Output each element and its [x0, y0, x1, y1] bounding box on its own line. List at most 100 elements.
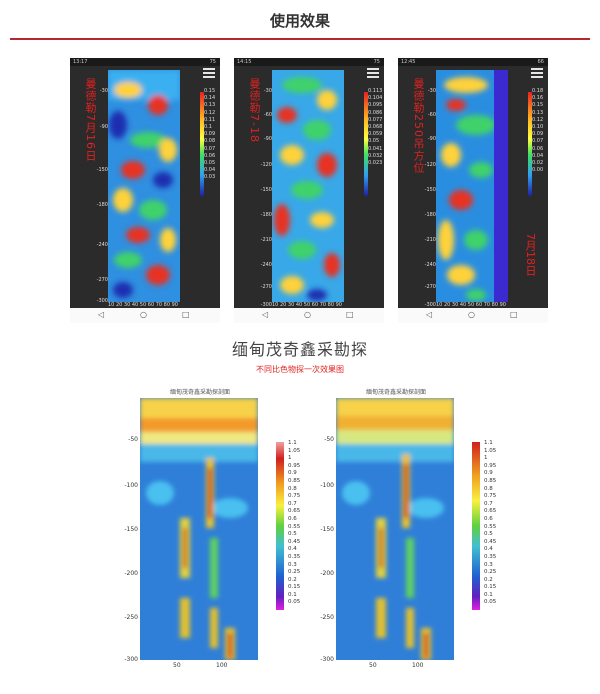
colorbar-labels: 0.18 0.16 0.15 0.13 0.12 0.10 0.09 0.07 …	[532, 88, 546, 174]
y-tick: -60	[427, 112, 436, 118]
side-label-date: 7月18日	[524, 233, 537, 276]
colorbar	[528, 92, 532, 196]
colorbar-label: 0.18	[532, 88, 544, 94]
section-caption: 不同比色物探一次效果图	[256, 365, 344, 374]
legend-label: 0.65	[484, 508, 497, 515]
colorbar-label: 0.1	[204, 124, 212, 131]
recent-apps-icon[interactable]: □	[182, 310, 190, 319]
y-tick: -180	[96, 202, 108, 208]
y-tick: -300	[424, 302, 436, 308]
legend-label: 0.1	[484, 591, 493, 598]
side-label: 曼德勒7月16日	[84, 78, 97, 162]
status-bar: 13:17 75	[70, 58, 220, 66]
y-tick: -30	[427, 88, 436, 94]
y-tick: -120	[424, 162, 436, 168]
y-tick: -250	[320, 614, 334, 621]
y-tick: -30	[263, 88, 272, 94]
y-tick: -60	[263, 112, 272, 118]
hamburger-menu-icon[interactable]	[367, 68, 379, 78]
colorbar-label: 0.13	[204, 102, 216, 109]
y-tick: -240	[424, 262, 436, 268]
colorbar-label: 0.05	[204, 160, 216, 167]
y-tick: -30	[99, 88, 108, 94]
legend-label: 0.4	[484, 546, 493, 553]
home-icon[interactable]: ○	[304, 310, 311, 319]
contour-plot-1: 缅甸茂奇鑫采勘探剖面 -50 -100 -150 -200 -250 -300 …	[118, 380, 308, 680]
legend-label: 0.15	[288, 584, 301, 591]
y-tick: -210	[424, 237, 436, 243]
colorbar	[364, 92, 368, 196]
legend-label: 1.1	[484, 440, 493, 446]
legend-label: 0.25	[288, 569, 301, 576]
x-tick: 100	[412, 662, 424, 669]
contour-map	[140, 398, 258, 660]
phone-screenshot-1: 13:17 75 曼德勒7月16日 -30 -90 -150	[70, 58, 220, 323]
colorbar-label: 0.068	[368, 124, 383, 131]
y-tick: -300	[260, 302, 272, 308]
legend-label: 0.6	[288, 515, 297, 522]
y-tick: -150	[260, 187, 272, 193]
y-tick: -270	[424, 284, 436, 290]
colorbar-label: 0.16	[532, 95, 544, 102]
back-icon[interactable]: ◁	[262, 310, 269, 319]
y-tick: -180	[260, 212, 272, 218]
legend-label: 0.2	[288, 576, 297, 583]
hamburger-menu-icon[interactable]	[531, 68, 543, 78]
legend-label: 0.85	[484, 477, 497, 484]
colorbar-label: 0.032	[368, 152, 383, 159]
legend-label: 1.1	[288, 440, 297, 446]
colorbar-label: 0.05	[368, 138, 380, 145]
colorbar-label: 0.07	[532, 138, 544, 145]
legend-label: 0.75	[288, 493, 301, 500]
colorbar-label: 0.086	[368, 109, 383, 116]
legend-labels: 1.1 1.05 1 0.95 0.9 0.85 0.8 0.75 0.7 0.…	[288, 440, 300, 607]
legend-label: 0.55	[288, 523, 301, 530]
colorbar-label: 0.15	[532, 102, 544, 109]
legend-label: 0.55	[484, 523, 497, 530]
contour-map	[272, 70, 344, 302]
y-tick: -90	[99, 124, 108, 130]
colorbar-label: 0.03	[204, 174, 216, 181]
legend-label: 0.35	[288, 553, 301, 560]
home-icon[interactable]: ○	[468, 310, 475, 319]
legend-label: 0.9	[288, 470, 297, 477]
y-tick: -150	[96, 167, 108, 173]
y-tick: -240	[96, 242, 108, 248]
status-time: 13:17	[73, 59, 88, 65]
y-tick: -50	[128, 436, 138, 443]
colorbar-label: 0.113	[368, 88, 383, 94]
android-navbar: ◁ ○ □	[234, 308, 384, 323]
legend-label: 0.45	[288, 538, 301, 545]
legend-labels: 1.1 1.05 1 0.95 0.9 0.85 0.8 0.75 0.7 0.…	[484, 440, 496, 607]
phone-screenshot-2: 14:15 75 曼德勒7-18 -30 -60 -90 -120 -150 -…	[234, 58, 384, 323]
legend-label: 0.6	[484, 515, 493, 522]
back-icon[interactable]: ◁	[98, 310, 105, 319]
hamburger-menu-icon[interactable]	[203, 68, 215, 78]
android-navbar: ◁ ○ □	[70, 308, 220, 323]
y-tick: -90	[263, 136, 272, 142]
recent-apps-icon[interactable]: □	[346, 310, 354, 319]
legend-label: 0.2	[484, 576, 493, 583]
y-tick: -50	[324, 436, 334, 443]
y-tick: -180	[424, 212, 436, 218]
colorbar-label: 0.14	[204, 95, 216, 102]
colorbar-label: 0.06	[204, 152, 216, 159]
legend-label: 1	[484, 455, 488, 462]
status-time: 14:15	[237, 59, 252, 65]
y-tick: -270	[96, 277, 108, 283]
legend-label: 0.25	[484, 569, 497, 576]
x-tick: 100	[216, 662, 228, 669]
colorbar-label: 0.09	[204, 131, 216, 138]
colorbar-label: 0.06	[532, 145, 544, 152]
recent-apps-icon[interactable]: □	[510, 310, 518, 319]
legend-label: 0.65	[288, 508, 301, 515]
status-bar: 14:15 75	[234, 58, 384, 66]
legend-label: 1.05	[288, 447, 301, 454]
back-icon[interactable]: ◁	[426, 310, 433, 319]
legend-label: 0.05	[288, 599, 301, 606]
y-tick: -240	[260, 262, 272, 268]
legend-label: 0.35	[484, 553, 497, 560]
legend-label: 0.7	[288, 500, 297, 507]
legend-label: 1	[288, 455, 292, 462]
home-icon[interactable]: ○	[140, 310, 147, 319]
